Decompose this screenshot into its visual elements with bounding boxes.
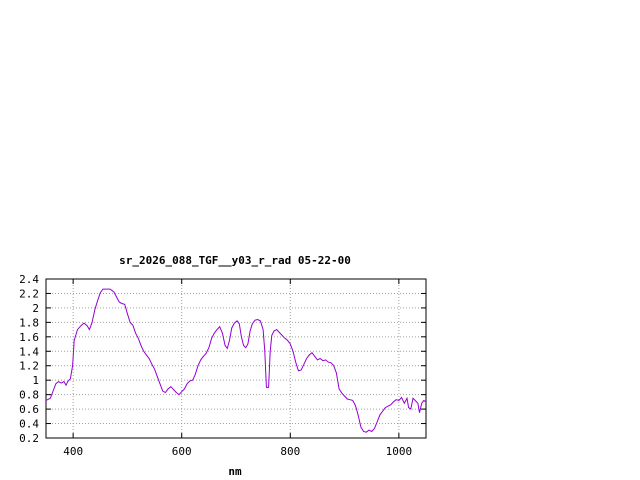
y-tick-label: 0.6 — [19, 403, 39, 416]
y-tick-label: 0.2 — [19, 432, 39, 445]
series-layer — [45, 288, 427, 433]
series-line — [45, 288, 427, 433]
y-tick-label: 1.8 — [19, 316, 39, 329]
y-tick-label: 0.8 — [19, 389, 39, 402]
x-tick-label: 800 — [280, 445, 300, 458]
chart-title: sr_2026_088_TGF__y03_r_rad 05-22-00 — [119, 254, 351, 267]
y-tick-label: 2.2 — [19, 287, 39, 300]
y-tick-label: 1 — [32, 374, 39, 387]
y-tick-label: 1.4 — [19, 345, 39, 358]
x-tick-label: 400 — [63, 445, 83, 458]
grid-lines — [46, 279, 426, 438]
x-tick-label: 1000 — [386, 445, 413, 458]
x-tick-label: 600 — [172, 445, 192, 458]
y-tick-label: 2.4 — [19, 273, 39, 286]
plot-border — [45, 278, 427, 439]
axes — [45, 278, 427, 439]
y-tick-label: 2 — [32, 302, 39, 315]
x-axis-label: nm — [228, 465, 242, 478]
y-tick-label: 1.2 — [19, 360, 39, 373]
y-tick-label: 1.6 — [19, 331, 39, 344]
tick-labels: 0.20.4 0.60.8 11.2 1.41.6 1.82 2.22.4 400 600 80… — [19, 273, 412, 458]
y-tick-label: 0.4 — [19, 418, 39, 431]
